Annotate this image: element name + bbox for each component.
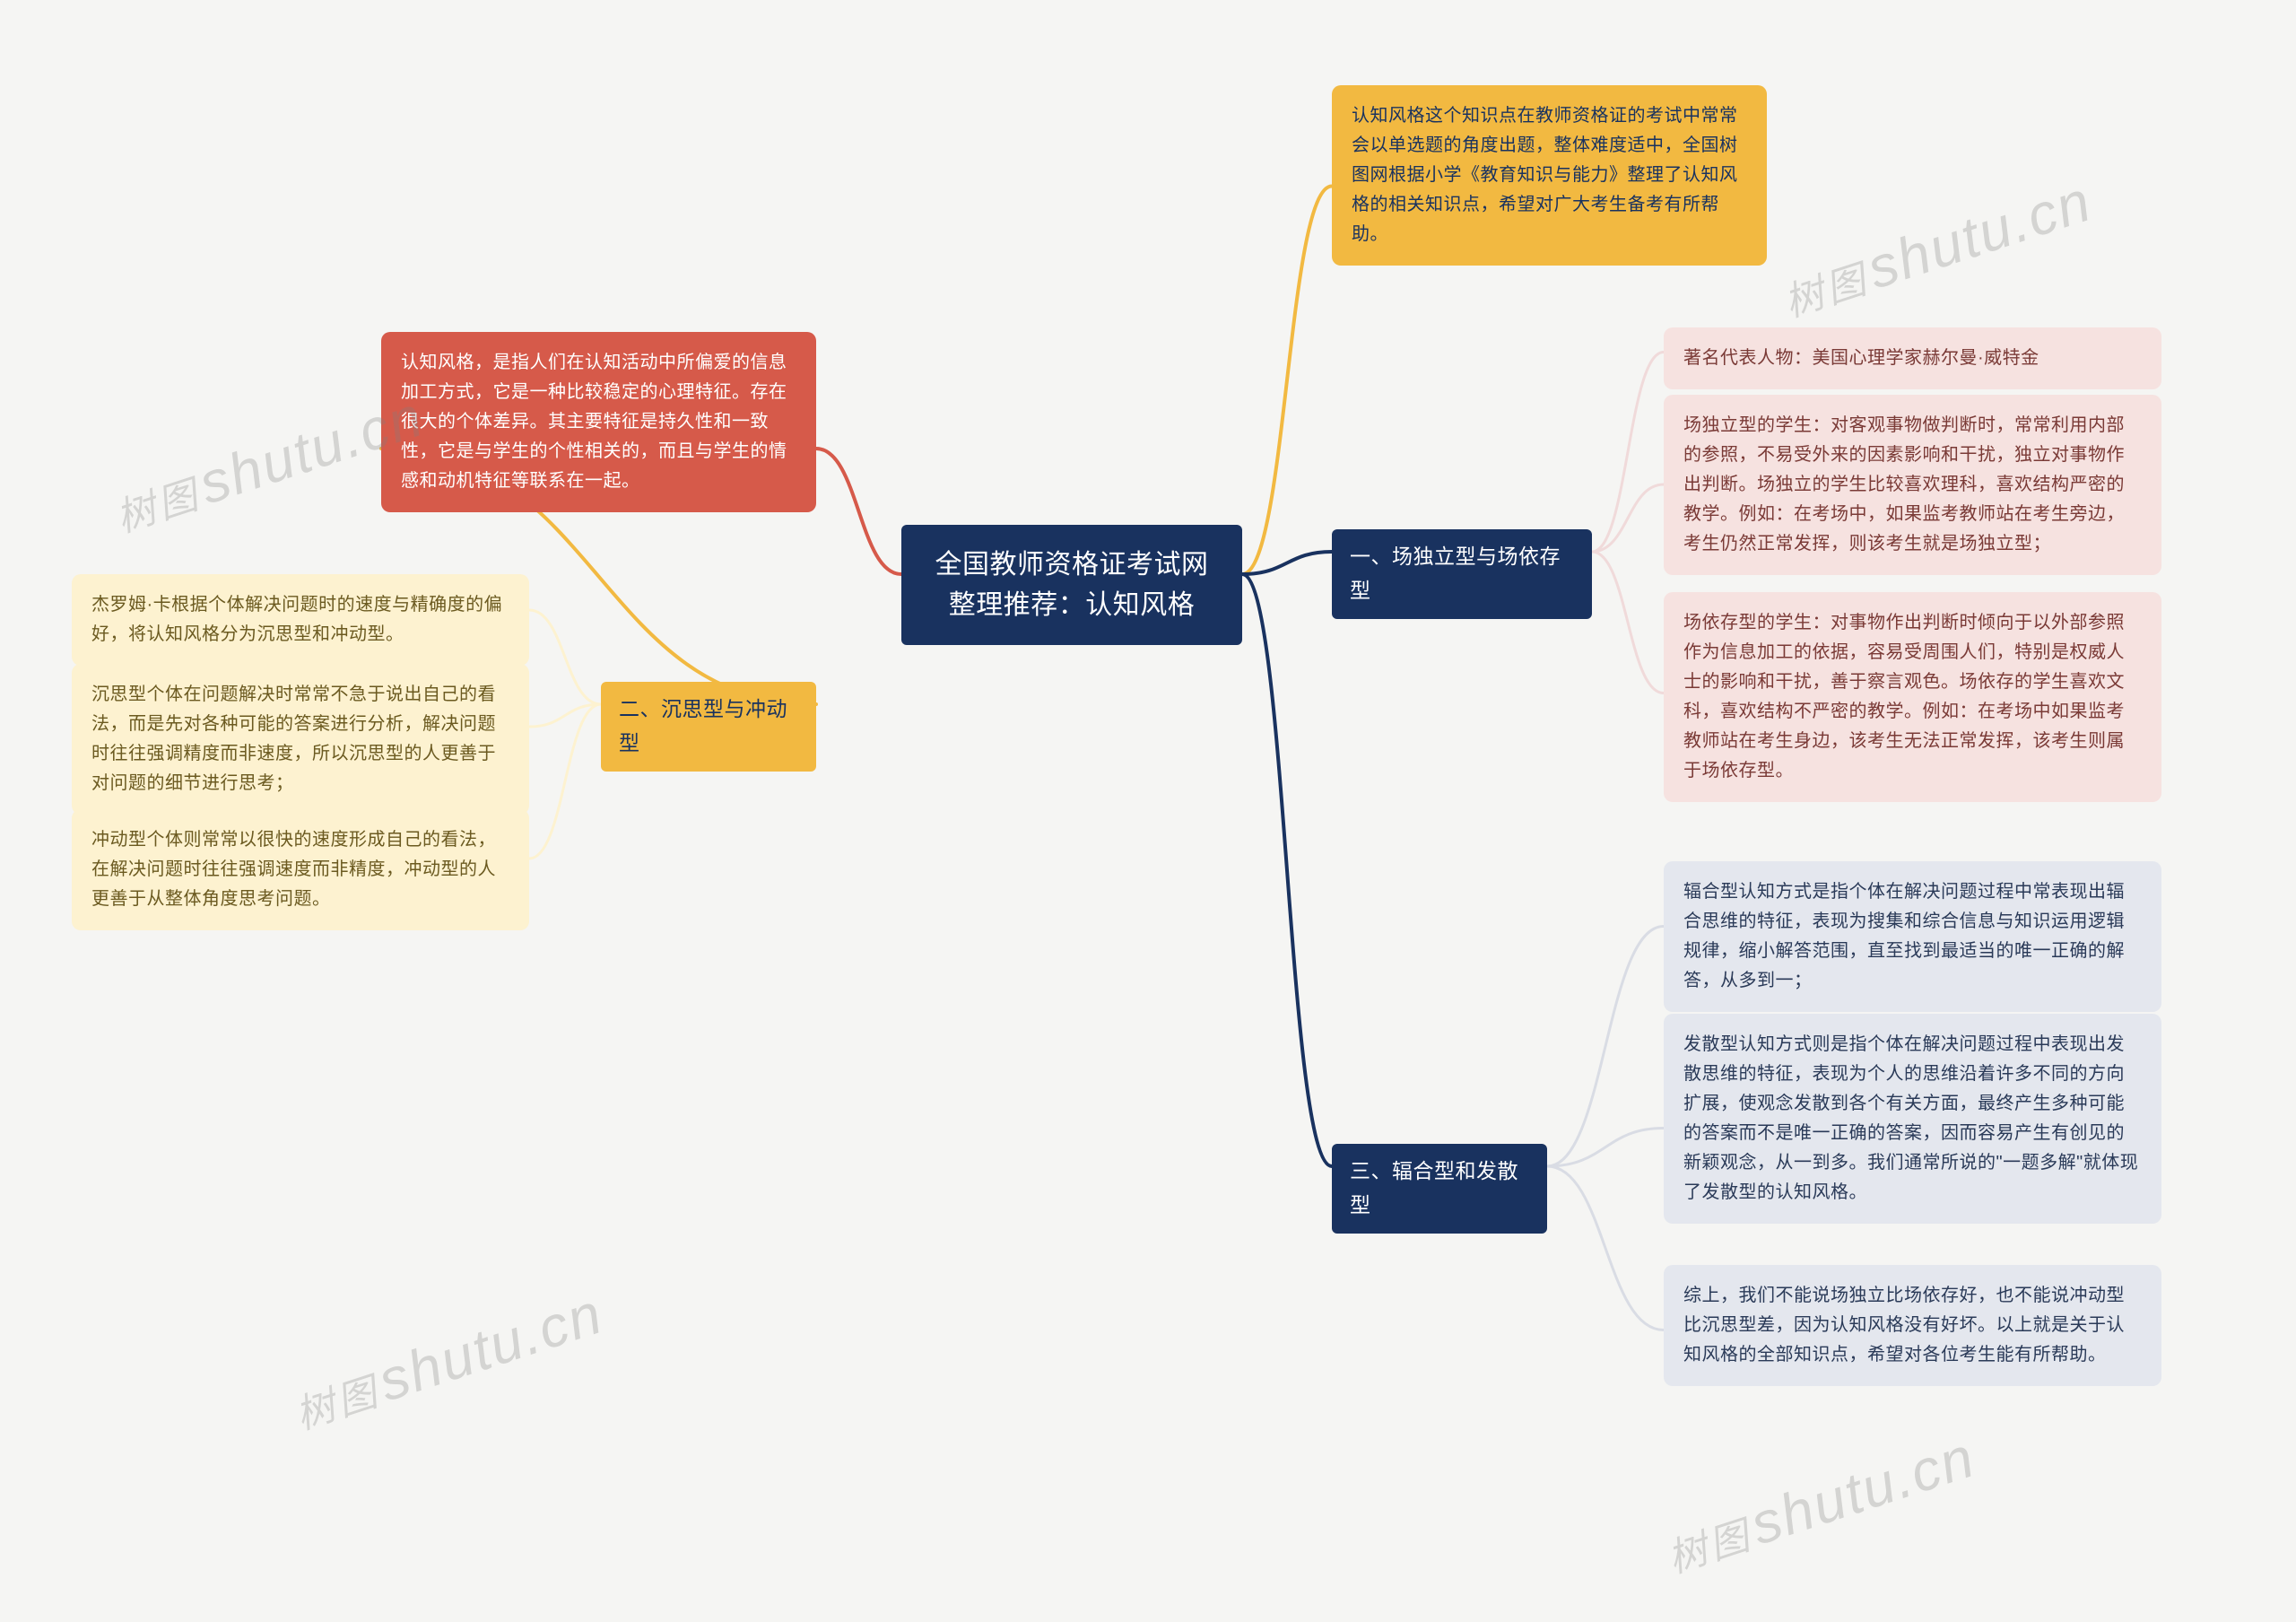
watermark: 树图 shutu.cn xyxy=(1657,1423,1983,1585)
mindmap-stage: 全国教师资格证考试网整理推荐：认知风格 认知风格，是指人们在认知活动中所偏爱的信… xyxy=(0,0,2296,1622)
leaf-field-dependent[interactable]: 场依存型的学生：对事物作出判断时倾向于以外部参照作为信息加工的依据，容易受周围人… xyxy=(1664,592,2161,802)
root-node[interactable]: 全国教师资格证考试网整理推荐：认知风格 xyxy=(901,525,1242,645)
leaf-impulsive[interactable]: 冲动型个体则常常以很快的速度形成自己的看法，在解决问题时往往强调速度而非精度，冲… xyxy=(72,809,529,930)
leaf-summary[interactable]: 综上，我们不能说场独立比场依存好，也不能说冲动型比沉思型差，因为认知风格没有好坏… xyxy=(1664,1265,2161,1386)
leaf-kagan[interactable]: 杰罗姆·卡根据个体解决问题时的速度与精确度的偏好，将认知风格分为沉思型和冲动型。 xyxy=(72,574,529,666)
branch-field-independence[interactable]: 一、场独立型与场依存型 xyxy=(1332,529,1592,619)
intro-definition[interactable]: 认知风格，是指人们在认知活动中所偏爱的信息加工方式，它是一种比较稳定的心理特征。… xyxy=(381,332,816,512)
watermark: 树图 shutu.cn xyxy=(284,1279,611,1442)
leaf-representatives[interactable]: 著名代表人物：美国心理学家赫尔曼·威特金 xyxy=(1664,327,2161,389)
branch-reflective-impulsive[interactable]: 二、沉思型与冲动型 xyxy=(601,682,816,772)
leaf-divergent[interactable]: 发散型认知方式则是指个体在解决问题过程中表现出发散思维的特征，表现为个人的思维沿… xyxy=(1664,1014,2161,1224)
watermark: 树图 shutu.cn xyxy=(1773,167,2100,329)
branch-convergent-divergent[interactable]: 三、辐合型和发散型 xyxy=(1332,1144,1547,1234)
intro-context[interactable]: 认知风格这个知识点在教师资格证的考试中常常会以单选题的角度出题，整体难度适中，全… xyxy=(1332,85,1767,266)
leaf-convergent[interactable]: 辐合型认知方式是指个体在解决问题过程中常表现出辐合思维的特征，表现为搜集和综合信… xyxy=(1664,861,2161,1012)
leaf-field-independent[interactable]: 场独立型的学生：对客观事物做判断时，常常利用内部的参照，不易受外来的因素影响和干… xyxy=(1664,395,2161,575)
leaf-reflective[interactable]: 沉思型个体在问题解决时常常不急于说出自己的看法，而是先对各种可能的答案进行分析，… xyxy=(72,664,529,815)
